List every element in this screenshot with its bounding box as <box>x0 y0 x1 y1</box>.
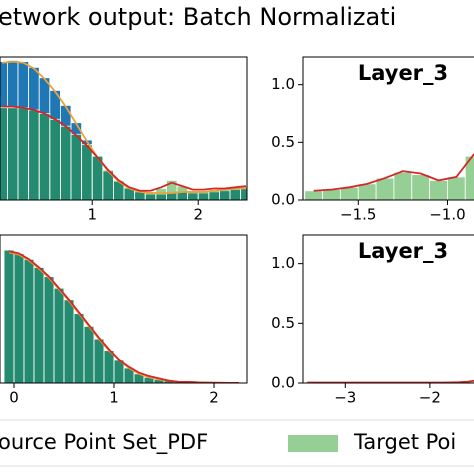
histogram-bar <box>304 190 324 200</box>
histogram-bar <box>49 118 61 200</box>
y-tick-label: 0.5 <box>271 314 295 332</box>
panel <box>3 249 239 383</box>
histogram-bar <box>375 177 395 200</box>
histogram-bar <box>73 313 85 383</box>
histogram-bar <box>60 125 72 200</box>
histogram-bar <box>340 186 359 200</box>
x-tick-label: 2 <box>209 389 219 407</box>
histogram-bar <box>0 107 8 200</box>
x-tick-label: 1 <box>87 206 97 224</box>
x-tick-label: −1.0 <box>429 206 465 224</box>
panel-title: Layer_3 <box>358 61 448 85</box>
axes-frame <box>302 56 474 201</box>
histogram-bar <box>13 253 25 383</box>
histogram-bar <box>17 107 30 200</box>
histogram-bar <box>7 107 19 200</box>
histogram-bar <box>447 176 466 200</box>
histogram-bar <box>43 276 55 383</box>
histogram-bar <box>33 266 45 383</box>
legend-swatch <box>288 435 338 452</box>
x-tick-label: −3 <box>334 389 356 407</box>
y-tick-label: 0.5 <box>271 133 295 151</box>
histogram-bar <box>28 109 40 200</box>
histogram-bar <box>393 171 413 200</box>
histogram-bar <box>464 155 474 200</box>
histogram-bar <box>103 350 115 383</box>
y-tick-label: 1.0 <box>271 254 295 272</box>
histogram-bar <box>83 325 95 383</box>
axes-frame <box>0 56 248 201</box>
histogram-bar <box>23 258 35 383</box>
axes-frame <box>0 234 248 384</box>
axes-frame <box>302 234 474 384</box>
histogram-bar <box>411 174 431 200</box>
histogram-bar <box>63 299 75 383</box>
pdf-line <box>307 379 474 383</box>
panel <box>0 60 247 200</box>
y-tick-label: 1.0 <box>271 75 295 93</box>
x-tick-label: 0 <box>9 389 19 407</box>
legend-frame <box>0 419 474 467</box>
histogram-bar <box>357 183 377 200</box>
y-tick-label: 0.0 <box>271 374 295 392</box>
histogram-bar <box>155 188 167 200</box>
y-tick-label: 0.0 <box>271 191 295 209</box>
histogram-bar <box>3 249 15 383</box>
x-tick-label: −1.5 <box>340 206 376 224</box>
figure-title: etwork output: Batch Normalizati <box>0 3 396 31</box>
histogram-bar <box>93 338 105 383</box>
pdf-line <box>2 60 246 194</box>
panel <box>304 153 474 200</box>
pdf-line <box>2 105 247 192</box>
histogram-bar <box>38 113 51 200</box>
pdf-line <box>313 153 474 192</box>
histogram-bar <box>53 287 65 383</box>
pdf-line <box>8 250 239 383</box>
x-tick-label: 1 <box>109 389 119 407</box>
histogram-bar <box>70 133 83 200</box>
legend-label: Target Poi <box>353 430 456 454</box>
panel-title: Layer_3 <box>358 239 448 263</box>
histogram-bar <box>429 179 448 200</box>
histogram-bar <box>322 189 341 200</box>
x-tick-label: −2 <box>419 389 441 407</box>
histogram-bar <box>81 144 93 200</box>
legend-label: ource Point Set_PDF <box>0 430 208 455</box>
x-tick-label: 2 <box>193 206 203 224</box>
